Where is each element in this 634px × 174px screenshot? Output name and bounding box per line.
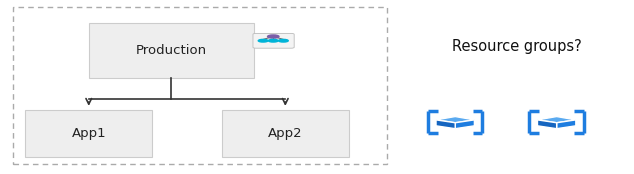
FancyBboxPatch shape [253,33,294,48]
FancyBboxPatch shape [25,110,152,157]
FancyBboxPatch shape [222,110,349,157]
Polygon shape [538,120,557,129]
Text: Production: Production [136,44,207,57]
Text: Resource groups?: Resource groups? [452,39,581,54]
FancyBboxPatch shape [89,23,254,78]
Text: App2: App2 [268,127,302,140]
Polygon shape [436,117,474,123]
Circle shape [258,39,268,42]
Circle shape [268,35,279,38]
Polygon shape [538,117,576,123]
Circle shape [268,39,278,42]
Polygon shape [436,120,455,129]
Polygon shape [557,120,576,129]
Polygon shape [455,120,474,129]
Text: App1: App1 [72,127,106,140]
Circle shape [278,39,288,42]
